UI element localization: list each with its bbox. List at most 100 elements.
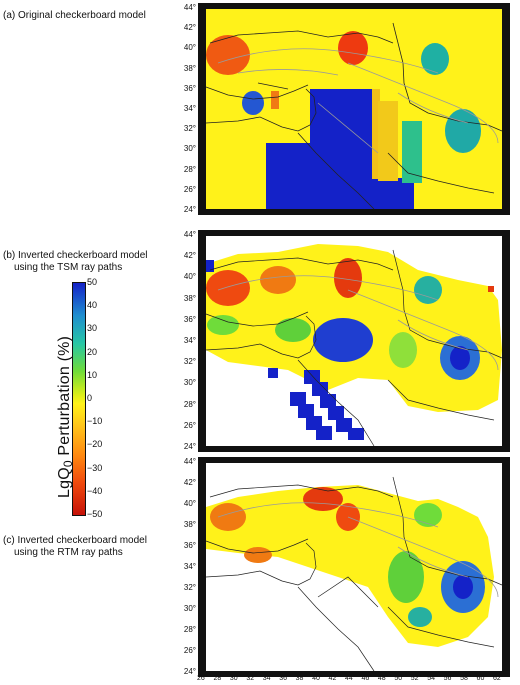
- lat-label: 44°: [183, 457, 196, 466]
- lon-label: 38°: [295, 675, 307, 682]
- lat-label: 30°: [183, 144, 196, 154]
- panel-a-green-block: [402, 121, 422, 183]
- lon-label: 48°: [377, 675, 389, 682]
- lat-labels-panel-c: 44° 42° 40° 38° 36° 34° 32° 30° 28° 26° 24°: [176, 457, 198, 677]
- panel-b-blue-cell: [206, 260, 214, 272]
- panel-b-green-anomaly: [275, 318, 311, 342]
- lon-label: 32°: [246, 675, 257, 682]
- lat-label: 24°: [183, 442, 196, 451]
- lat-label: 40°: [183, 43, 196, 53]
- lon-label: 58°: [460, 675, 471, 682]
- caption-panel-c-line1: (c) Inverted checkerboard model: [3, 535, 147, 546]
- map-panel-a: [198, 3, 510, 215]
- lat-label: 40°: [183, 272, 196, 282]
- lat-labels-panel-b: 44° 42° 40° 38° 36° 34° 32° 30° 28° 26° 24°: [176, 230, 198, 452]
- panel-c-blue-core: [453, 575, 473, 599]
- panel-a-amber-block: [378, 101, 398, 181]
- colorbar-title: LgQ0 Perturbation (%): [56, 298, 75, 498]
- colorbar-tick-label: −10: [87, 416, 103, 427]
- caption-panel-b-line1: (b) Inverted checkerboard model: [3, 250, 148, 261]
- lon-label: 46°: [361, 675, 373, 682]
- panel-a-blue-circle: [242, 91, 264, 115]
- lon-label: 26°: [197, 675, 208, 682]
- colorbar-title-main: LgQ: [56, 467, 73, 498]
- lat-label: 36°: [183, 83, 196, 93]
- lon-label: 44°: [345, 675, 356, 682]
- lat-label: 30°: [183, 378, 196, 388]
- panel-b-red-cell: [488, 286, 494, 292]
- panel-a-fault-lines: [217, 48, 499, 154]
- lat-label: 44°: [183, 230, 196, 239]
- panel-b-fault-lines: [217, 275, 499, 371]
- panel-b-teal-anomaly: [414, 276, 442, 304]
- panel-a-amber-strip: [372, 89, 380, 179]
- panel-b-green-anomaly: [389, 332, 417, 368]
- lon-label: 54°: [427, 675, 438, 682]
- lat-label: 26°: [183, 646, 196, 655]
- colorbar-tick-label: 20: [87, 346, 98, 357]
- lon-label: 52°: [410, 675, 422, 682]
- panel-b-green-anomaly: [207, 315, 239, 335]
- lon-label: 56°: [443, 675, 455, 682]
- map-panel-b: [198, 230, 510, 452]
- colorbar-tick-label: 50: [87, 277, 98, 287]
- panel-c-red-anomaly: [303, 487, 343, 511]
- colorbar-title-sub: 0: [61, 460, 75, 468]
- panel-c-orange-anomaly: [210, 503, 246, 531]
- lon-label: 50°: [394, 675, 405, 682]
- colorbar: [72, 282, 86, 516]
- lon-label: 28°: [213, 675, 225, 682]
- panel-a-teal-circle: [445, 109, 481, 153]
- colorbar-tick-label: 0: [87, 393, 93, 403]
- lat-label: 32°: [183, 124, 196, 134]
- panel-a-orange-block: [271, 91, 279, 109]
- lat-label: 42°: [183, 251, 196, 261]
- panel-c-green-anomaly: [414, 503, 442, 527]
- lat-label: 38°: [183, 63, 196, 73]
- lat-label: 36°: [183, 541, 196, 550]
- panel-b-blue-staircase: [268, 368, 364, 440]
- lon-label: 40°: [312, 675, 323, 682]
- colorbar-title-rest: Perturbation (%): [56, 335, 73, 461]
- panel-b-red-anomaly: [206, 270, 250, 306]
- panel-a-red-circle: [206, 35, 250, 75]
- lat-label: 32°: [183, 357, 196, 367]
- colorbar-tick-label: −40: [87, 485, 103, 496]
- lat-label: 38°: [183, 293, 196, 303]
- lat-label: 44°: [183, 3, 196, 12]
- lon-label: 34°: [262, 675, 274, 682]
- colorbar-ticks: 50 40 30 20 10 0 −10 −20 −30 −40 −50: [87, 277, 117, 519]
- lat-label: 28°: [183, 164, 196, 174]
- lat-label: 42°: [183, 478, 196, 487]
- panel-c-teal-anomaly: [408, 607, 432, 627]
- lon-label: 30°: [229, 675, 241, 682]
- lat-label: 34°: [183, 104, 196, 113]
- caption-panel-b-line2: using the TSM ray paths: [14, 262, 123, 273]
- lat-label: 24°: [183, 667, 196, 676]
- panel-b-coastlines: [205, 249, 503, 447]
- panel-c-fault-lines: [217, 502, 499, 598]
- panel-b-red-anomaly: [334, 258, 362, 298]
- lat-label: 28°: [183, 399, 196, 409]
- panel-a-blue-block: [310, 89, 372, 209]
- panel-b-blue-anomaly: [313, 318, 373, 362]
- lon-label: 60°: [476, 675, 488, 682]
- panel-c-coastlines: [205, 476, 503, 672]
- colorbar-tick-label: −50: [87, 509, 103, 519]
- lat-label: 38°: [183, 520, 196, 529]
- colorbar-tick-label: 40: [87, 300, 98, 311]
- lat-label: 32°: [183, 583, 196, 592]
- lon-label: 62°: [493, 675, 504, 682]
- lat-label: 26°: [183, 420, 196, 430]
- panel-a-blue-block: [266, 143, 310, 209]
- lat-label: 24°: [183, 205, 196, 214]
- lat-label: 28°: [183, 625, 196, 634]
- panel-b-orange-anomaly: [260, 266, 296, 294]
- panel-c-green-anomaly: [388, 551, 424, 603]
- lon-label: 36°: [279, 675, 290, 682]
- lat-label: 30°: [183, 604, 196, 613]
- colorbar-tick-label: 10: [87, 369, 98, 380]
- panel-b-blue-core: [450, 346, 470, 370]
- lat-label: 40°: [183, 499, 196, 508]
- panel-a-coastlines: [205, 22, 503, 210]
